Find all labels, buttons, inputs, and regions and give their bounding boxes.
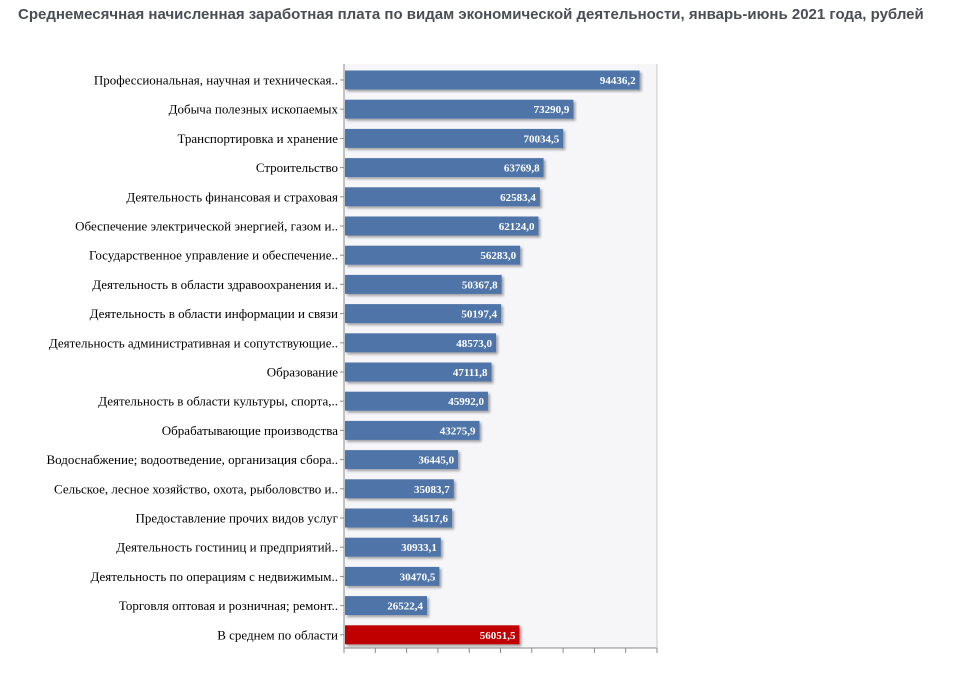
category-label: Образование	[267, 365, 338, 380]
bar	[345, 187, 540, 207]
category-label: Добыча полезных ископаемых	[169, 102, 339, 117]
category-label: Деятельность финансовая и страховая	[126, 189, 338, 204]
category-label: Деятельность по операциям с недвижимым..	[90, 569, 338, 584]
bar	[345, 362, 492, 382]
bar	[345, 158, 544, 178]
value-label: 62583,4	[500, 192, 536, 204]
value-label: 30933,1	[401, 542, 437, 554]
value-label: 43275,9	[440, 425, 476, 437]
category-label: Транспортировка и хранение	[177, 131, 338, 146]
value-label: 35083,7	[414, 484, 450, 496]
value-label: 62124,0	[499, 221, 535, 233]
category-label: Деятельность в области культуры, спорта,…	[98, 394, 338, 409]
bar	[345, 274, 502, 294]
value-label: 50367,8	[462, 279, 498, 291]
category-label: Профессиональная, научная и техническая.…	[94, 73, 338, 88]
bar	[345, 508, 453, 528]
category-label: Деятельность в области информации и связ…	[90, 306, 338, 321]
chart-title: Среднемесячная начисленная заработная пл…	[18, 6, 924, 23]
value-label: 94436,2	[600, 75, 636, 87]
bar	[345, 566, 440, 586]
category-label: Торговля оптовая и розничная; ремонт..	[119, 598, 338, 613]
value-label: 70034,5	[523, 133, 559, 145]
bar	[345, 128, 564, 148]
value-label: 47111,8	[453, 367, 488, 379]
value-label: 30470,5	[400, 571, 436, 583]
bar	[345, 537, 441, 557]
value-label: 50197,4	[461, 309, 497, 321]
value-label: 56283,0	[480, 250, 516, 262]
bar-average	[345, 625, 520, 645]
value-label: 45992,0	[448, 396, 484, 408]
category-label: Предоставление прочих видов услуг	[135, 511, 338, 526]
value-label: 26522,4	[387, 601, 423, 613]
bar	[345, 99, 574, 119]
bar	[345, 304, 502, 324]
plot-area	[344, 64, 657, 648]
value-label: 36445,0	[418, 455, 454, 467]
bar	[345, 70, 640, 90]
bar	[345, 216, 539, 236]
value-label: 48573,0	[456, 338, 492, 350]
category-label: Государственное управление и обеспечение…	[89, 248, 338, 263]
category-label: Деятельность административная и сопутств…	[49, 335, 338, 350]
bar	[345, 596, 428, 616]
bar	[345, 333, 497, 353]
bar	[345, 391, 488, 411]
bar	[345, 245, 521, 265]
category-label: Обеспечение электрической энергией, газо…	[75, 219, 338, 234]
category-label: Сельское, лесное хозяйство, охота, рыбол…	[54, 481, 338, 496]
bar	[345, 420, 480, 440]
category-label: Водоснабжение; водоотведение, организаци…	[46, 452, 338, 467]
bar	[345, 450, 459, 470]
category-label: Обрабатывающие производства	[162, 423, 338, 438]
value-label: 34517,6	[412, 513, 448, 525]
category-label: Строительство	[256, 160, 338, 175]
category-label: В среднем по области	[217, 627, 338, 642]
bar	[345, 479, 454, 499]
value-label: 73290,9	[534, 104, 570, 116]
category-label: Деятельность гостиниц и предприятий..	[116, 540, 338, 555]
value-label: 56051,5	[480, 630, 516, 642]
value-label: 63769,8	[504, 163, 540, 175]
category-label: Деятельность в области здравоохранения и…	[92, 277, 338, 292]
